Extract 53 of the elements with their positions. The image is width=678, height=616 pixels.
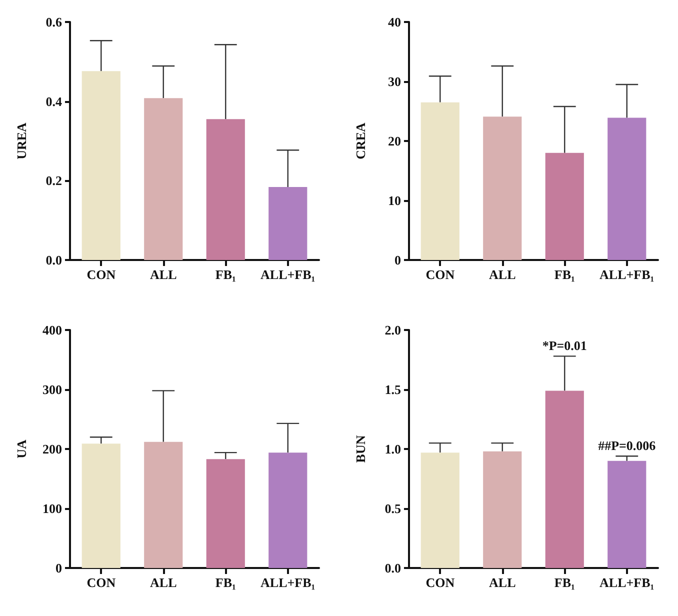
- annotation: *P=0.01: [542, 338, 587, 354]
- y-axis-title: UREA: [14, 122, 29, 160]
- bar: [206, 119, 245, 260]
- x-tick-label: CON: [426, 575, 456, 590]
- x-tick-label: FB₁: [215, 267, 236, 282]
- y-tick-label: 2.0: [384, 322, 401, 338]
- y-tick-label: 300: [42, 382, 62, 397]
- x-tick-label: ALL+FB₁: [260, 267, 316, 282]
- x-tick-label: ALL+FB₁: [600, 267, 654, 282]
- y-tick-label: 400: [42, 322, 62, 338]
- x-tick-label: FB₁: [554, 267, 575, 282]
- y-tick-label: 30: [388, 74, 401, 89]
- x-tick-label: ALL: [150, 575, 178, 590]
- bar: [82, 71, 120, 260]
- x-tick-label: CON: [426, 267, 456, 282]
- x-tick-label: CON: [86, 575, 116, 590]
- y-tick-label: 40: [388, 14, 401, 30]
- x-tick-label: CON: [86, 267, 116, 282]
- bar: [483, 116, 522, 260]
- y-tick-label: 0.0: [46, 252, 62, 268]
- bar: [420, 102, 460, 260]
- bar: [545, 152, 584, 260]
- x-tick-label: ALL+FB₁: [600, 575, 654, 590]
- annotation: ##P=0.006: [598, 438, 656, 454]
- bar: [144, 98, 183, 260]
- x-tick-label: FB₁: [554, 575, 575, 590]
- y-tick-label: 10: [388, 193, 401, 208]
- bar: [545, 390, 584, 568]
- bar: [608, 460, 646, 568]
- y-tick-label: 0.2: [46, 173, 62, 188]
- y-tick-label: 100: [42, 501, 62, 516]
- y-tick-label: 0.5: [384, 501, 402, 516]
- x-tick-label: ALL: [150, 267, 178, 282]
- bar: [608, 118, 646, 260]
- y-tick-label: 0.6: [46, 14, 62, 30]
- y-axis-title: UA: [14, 439, 29, 458]
- y-tick-label: 0: [394, 252, 401, 268]
- x-tick-label: ALL: [489, 267, 516, 282]
- x-tick-label: FB₁: [215, 575, 236, 590]
- y-tick-label: 0: [56, 560, 62, 576]
- bar: [483, 451, 522, 568]
- y-axis-title: BUN: [353, 434, 368, 463]
- x-tick-label: ALL: [489, 575, 516, 590]
- y-tick-label: 20: [388, 134, 401, 148]
- bar: [420, 452, 460, 568]
- y-tick-label: 1.5: [384, 382, 402, 397]
- bar: [268, 187, 308, 260]
- y-axis-title: CREA: [353, 122, 368, 160]
- y-tick-label: 200: [42, 442, 62, 456]
- x-tick-label: ALL+FB₁: [260, 575, 316, 590]
- y-tick-label: 0.4: [46, 94, 62, 109]
- y-tick-label: 0.0: [384, 560, 401, 576]
- y-tick-label: 1.0: [384, 442, 401, 456]
